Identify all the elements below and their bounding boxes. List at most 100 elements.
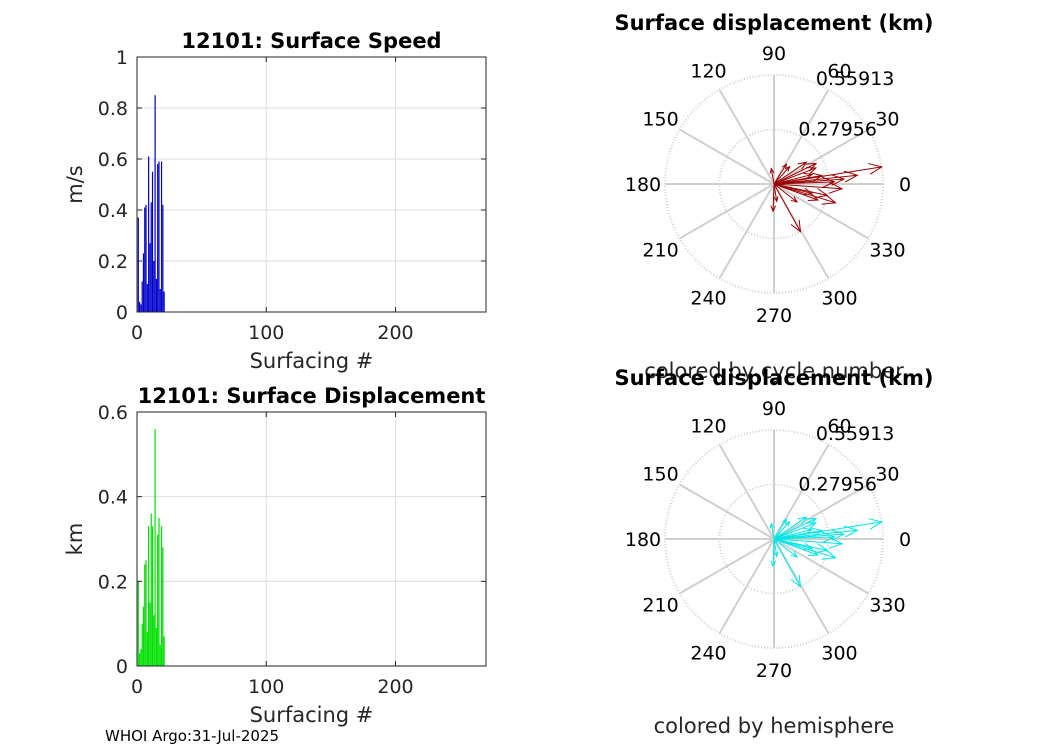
bar — [146, 632, 148, 666]
bar — [150, 202, 152, 312]
bar — [141, 623, 143, 666]
angle-label: 210 — [642, 240, 678, 262]
bar — [157, 534, 159, 666]
y-tick-label: 0.4 — [98, 487, 128, 509]
y-tick-label: 0 — [116, 302, 128, 324]
x-axis-label: Surfacing # — [250, 703, 374, 727]
displacement-arrowhead — [803, 542, 814, 551]
polar-subtitle: colored by cycle number — [644, 359, 904, 383]
displacement-arrowhead — [769, 167, 775, 174]
displacement-arrow — [773, 183, 798, 203]
displacement-arrowhead — [843, 525, 859, 538]
displacement-arrow — [773, 538, 836, 559]
bar — [155, 278, 157, 312]
bar — [159, 289, 161, 312]
displacement-arrow — [773, 175, 823, 185]
displacement-arrowhead — [828, 536, 844, 549]
polar-spoke — [773, 183, 869, 240]
bar — [163, 291, 165, 312]
angle-label: 270 — [756, 660, 792, 682]
displacement-arrowhead — [805, 162, 818, 172]
displacement-arrow — [773, 538, 812, 549]
bar — [160, 526, 163, 666]
angle-label: 0 — [899, 174, 911, 196]
polar-title: Surface displacement (km) — [614, 366, 933, 390]
displacement-arrowhead — [790, 574, 802, 588]
x-tick-label: 200 — [377, 676, 413, 698]
bar — [142, 606, 145, 666]
angle-label: 270 — [756, 305, 792, 327]
bar — [138, 301, 141, 312]
polar-displacement-cycle-chart: 0 30 60 90 120 150 180 210 240 270 300 330 0.27956 0.… — [614, 11, 933, 383]
ring-label: 0.55913 — [816, 423, 895, 445]
y-tick-label: 1 — [116, 47, 128, 69]
polar-spoke — [679, 128, 775, 185]
angle-label: 180 — [625, 529, 661, 551]
displacement-arrow — [773, 183, 843, 190]
bar — [144, 207, 146, 312]
y-tick-label: 0.8 — [98, 98, 128, 120]
displacement-arrowhead — [805, 522, 818, 531]
displacement-arrow — [773, 183, 812, 194]
displacement-arrowhead — [797, 161, 808, 170]
y-tick-label: 0.2 — [98, 251, 128, 273]
bar — [154, 428, 156, 666]
displacement-arrowhead — [821, 531, 836, 543]
bar — [142, 253, 145, 312]
x-tick-label: 0 — [131, 676, 143, 698]
angle-label: 90 — [762, 398, 786, 420]
angle-label: 90 — [762, 43, 786, 65]
displacement-arrow — [773, 181, 835, 185]
bar — [148, 156, 150, 312]
displacement-arrowhead — [805, 167, 818, 176]
bar — [153, 261, 155, 312]
ring-label: 0.27956 — [798, 473, 877, 495]
angle-label: 150 — [642, 464, 678, 486]
displacement-arrowhead — [773, 551, 779, 558]
bar — [140, 649, 142, 666]
bar — [159, 644, 161, 666]
displacement-arrowhead — [770, 560, 777, 568]
displacement-arrow — [773, 538, 798, 558]
bar — [140, 304, 142, 312]
polar-ring — [664, 429, 884, 649]
polar-spoke — [773, 538, 869, 595]
bar — [148, 526, 150, 666]
surface-displacement-chart: 0 100 200 0 0.2 0.4 0.6 12101: Surface Displace… — [63, 384, 487, 727]
displacement-arrow — [773, 530, 823, 540]
polar-spoke — [679, 183, 775, 240]
displacement-arrowhead — [830, 174, 846, 186]
y-axis-label: m/s — [63, 165, 87, 203]
angle-label: 240 — [690, 287, 726, 309]
displacement-arrow — [773, 538, 778, 557]
displacement-arrowhead — [807, 547, 820, 557]
angle-label: 300 — [821, 287, 857, 309]
angle-label: 0 — [899, 529, 911, 551]
displacement-arrowhead — [805, 517, 818, 527]
polar-spoke — [773, 128, 869, 185]
x-tick-label: 0 — [131, 322, 143, 344]
displacement-arrow — [772, 183, 775, 212]
displacement-arrow — [772, 538, 775, 567]
displacement-arrowhead — [773, 196, 779, 203]
polar-spoke — [773, 444, 830, 540]
displacement-arrowhead — [797, 516, 808, 525]
displacement-arrow — [773, 163, 817, 185]
angle-label: 30 — [875, 109, 899, 131]
bar — [157, 164, 159, 312]
polar-spoke — [718, 183, 775, 279]
y-tick-label: 0 — [116, 656, 128, 678]
y-tick-label: 0.6 — [98, 402, 128, 424]
y-axis-label: km — [63, 523, 87, 556]
displacement-arrowhead — [781, 518, 788, 525]
angle-label: 120 — [690, 416, 726, 438]
bar — [145, 204, 147, 312]
footer-credit: WHOI Argo:31-Jul-2025 — [105, 727, 279, 745]
polar-subtitle: colored by hemisphere — [654, 714, 895, 738]
displacement-arrow — [773, 538, 801, 587]
displacement-arrow — [773, 183, 836, 204]
bar — [149, 602, 151, 666]
bar — [153, 615, 155, 666]
bar — [158, 517, 160, 666]
polar-displacement-hemisphere-chart: 0 30 60 90 120 150 180 210 240 270 300 330 0.27956 0.… — [614, 366, 933, 738]
